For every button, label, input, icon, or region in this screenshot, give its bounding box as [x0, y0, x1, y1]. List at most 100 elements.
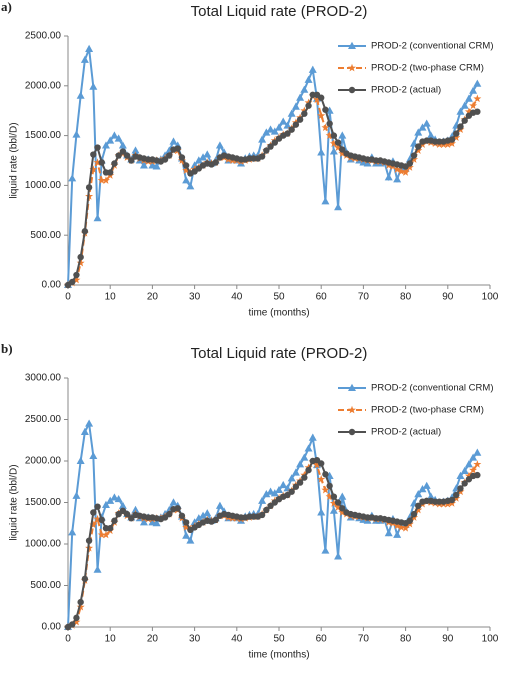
marker	[275, 123, 283, 131]
marker	[325, 131, 334, 139]
marker	[72, 617, 81, 626]
marker	[348, 383, 356, 391]
marker	[258, 511, 266, 519]
marker	[329, 499, 338, 507]
marker	[271, 139, 278, 146]
x-tick-label: 0	[65, 292, 71, 303]
marker	[283, 121, 292, 129]
marker	[101, 500, 110, 508]
x-tick-label: 40	[231, 292, 243, 303]
marker	[329, 147, 338, 155]
marker	[469, 453, 478, 461]
marker	[317, 475, 326, 483]
marker	[330, 493, 338, 500]
x-tick-label: 50	[273, 634, 285, 645]
x-tick-label: 30	[189, 292, 201, 303]
marker	[98, 159, 105, 166]
marker	[469, 465, 478, 474]
marker	[339, 146, 346, 153]
legend-label: PROD-2 (actual)	[371, 427, 441, 438]
marker	[334, 203, 343, 211]
marker	[338, 492, 347, 500]
marker	[81, 228, 89, 235]
marker	[473, 94, 482, 103]
marker	[312, 460, 321, 469]
marker	[460, 101, 469, 109]
marker	[300, 453, 309, 461]
marker	[203, 509, 212, 517]
marker	[101, 141, 110, 149]
y-tick-label: 1000.00	[25, 539, 62, 550]
marker	[106, 136, 115, 144]
marker	[118, 141, 127, 149]
marker	[69, 621, 76, 628]
marker	[212, 159, 219, 166]
legend-label: PROD-2 (two-phase CRM)	[371, 405, 484, 416]
marker	[258, 135, 267, 143]
marker	[76, 258, 85, 267]
marker	[131, 505, 140, 513]
marker	[262, 490, 271, 498]
chart-panel: b) Total Liquid rate (PROD-2) time (months…	[1, 341, 499, 661]
marker	[89, 82, 98, 90]
y-tick-label: 500.00	[30, 230, 61, 241]
marker	[263, 147, 270, 154]
marker	[178, 512, 186, 519]
marker	[73, 271, 80, 279]
x-tick-label: 10	[105, 292, 117, 303]
marker	[325, 471, 334, 479]
y-axis-label: liquid rate (bbl/D)	[9, 122, 20, 198]
marker	[166, 510, 173, 518]
legend-label: PROD-2 (actual)	[371, 85, 441, 96]
marker	[279, 480, 288, 489]
marker	[288, 126, 295, 133]
marker	[182, 162, 190, 169]
marker	[457, 123, 464, 130]
marker	[474, 471, 481, 479]
marker	[300, 85, 309, 93]
marker	[287, 109, 296, 117]
marker	[453, 130, 460, 137]
marker	[452, 133, 461, 141]
y-tick-label: 2500.00	[25, 414, 62, 425]
marker	[348, 41, 356, 49]
x-tick-label: 90	[442, 634, 454, 645]
marker	[279, 117, 288, 125]
marker	[131, 146, 140, 154]
marker	[393, 521, 402, 530]
marker	[474, 108, 481, 115]
marker	[304, 444, 313, 452]
marker	[152, 162, 161, 170]
marker	[111, 160, 118, 167]
marker	[322, 471, 329, 478]
marker	[418, 485, 427, 493]
marker	[334, 552, 343, 560]
marker	[397, 167, 406, 175]
marker	[338, 508, 347, 516]
marker	[288, 488, 295, 495]
marker	[199, 153, 208, 161]
series-line	[67, 460, 479, 628]
marker	[296, 116, 304, 123]
marker	[453, 491, 460, 499]
marker	[308, 65, 317, 73]
marker	[422, 119, 431, 127]
marker	[266, 125, 275, 133]
marker	[77, 598, 84, 606]
marker	[115, 152, 122, 159]
marker	[287, 474, 296, 482]
marker	[263, 506, 270, 514]
marker	[169, 137, 178, 145]
marker	[300, 106, 309, 115]
x-tick-label: 80	[400, 634, 412, 645]
marker	[305, 466, 312, 474]
marker	[114, 134, 123, 142]
marker	[296, 460, 305, 468]
marker	[443, 140, 452, 148]
marker	[93, 514, 102, 523]
marker	[334, 503, 343, 511]
x-tick-label: 40	[231, 634, 243, 645]
marker	[101, 176, 110, 184]
y-tick-label: 1500.00	[25, 130, 62, 141]
marker	[339, 505, 346, 512]
